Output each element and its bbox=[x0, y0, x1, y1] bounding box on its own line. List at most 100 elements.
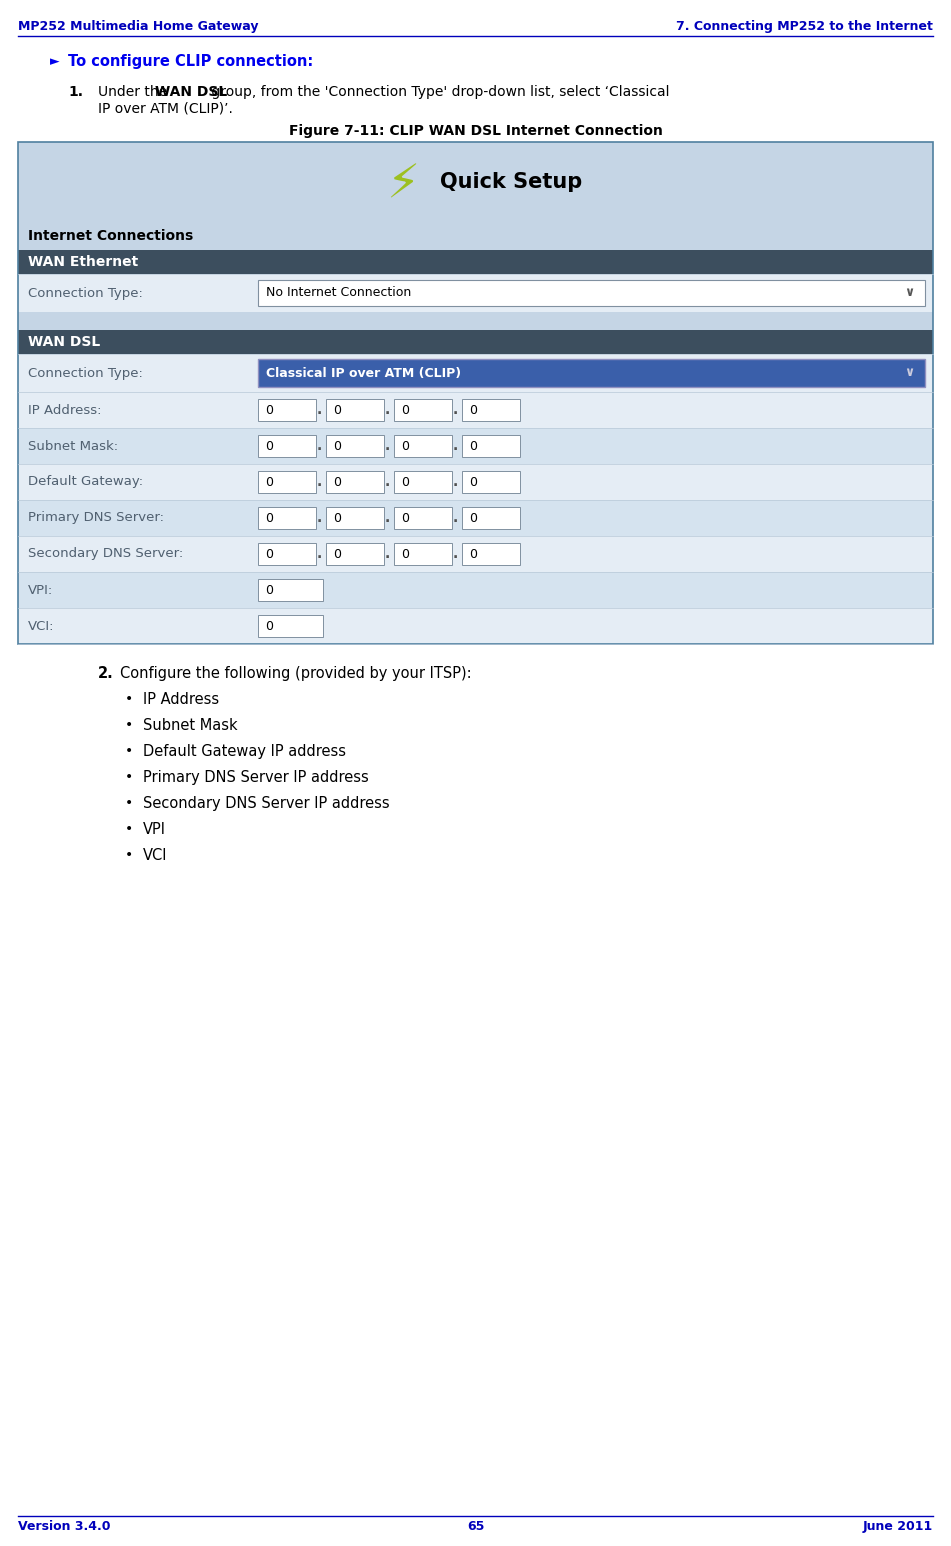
Text: 0: 0 bbox=[469, 547, 477, 561]
Text: Primary DNS Server IP address: Primary DNS Server IP address bbox=[143, 770, 369, 785]
Text: 0: 0 bbox=[333, 439, 341, 453]
Text: VCI: VCI bbox=[143, 849, 167, 863]
FancyBboxPatch shape bbox=[394, 472, 452, 493]
Text: Secondary DNS Server:: Secondary DNS Server: bbox=[28, 547, 184, 561]
Text: .: . bbox=[317, 512, 322, 526]
FancyBboxPatch shape bbox=[394, 434, 452, 458]
Text: Subnet Mask: Subnet Mask bbox=[143, 717, 238, 733]
FancyBboxPatch shape bbox=[326, 399, 384, 421]
Text: June 2011: June 2011 bbox=[863, 1520, 933, 1534]
FancyBboxPatch shape bbox=[462, 543, 520, 564]
Text: ∨: ∨ bbox=[904, 366, 914, 379]
Text: .: . bbox=[385, 404, 390, 417]
Text: 0: 0 bbox=[265, 583, 273, 597]
Text: 0: 0 bbox=[401, 476, 409, 489]
Text: MP252 Multimedia Home Gateway: MP252 Multimedia Home Gateway bbox=[18, 20, 259, 32]
Text: .: . bbox=[453, 404, 458, 417]
Text: 0: 0 bbox=[401, 512, 409, 524]
Text: Primary DNS Server:: Primary DNS Server: bbox=[28, 512, 164, 524]
FancyBboxPatch shape bbox=[18, 464, 933, 499]
Text: 0: 0 bbox=[333, 547, 341, 561]
Text: Under the: Under the bbox=[98, 85, 171, 99]
Text: 0: 0 bbox=[333, 512, 341, 524]
FancyBboxPatch shape bbox=[258, 507, 316, 529]
FancyBboxPatch shape bbox=[258, 472, 316, 493]
Text: •: • bbox=[125, 717, 133, 731]
Text: 0: 0 bbox=[469, 476, 477, 489]
FancyBboxPatch shape bbox=[462, 399, 520, 421]
Text: .: . bbox=[453, 439, 458, 453]
Text: .: . bbox=[385, 439, 390, 453]
Text: VPI:: VPI: bbox=[28, 583, 53, 597]
FancyBboxPatch shape bbox=[326, 434, 384, 458]
FancyBboxPatch shape bbox=[18, 250, 933, 274]
Text: •: • bbox=[125, 693, 133, 707]
Text: .: . bbox=[453, 475, 458, 489]
Text: .: . bbox=[317, 475, 322, 489]
FancyBboxPatch shape bbox=[394, 507, 452, 529]
Text: .: . bbox=[385, 475, 390, 489]
Text: 0: 0 bbox=[265, 512, 273, 524]
Text: .: . bbox=[317, 404, 322, 417]
Text: WAN DSL: WAN DSL bbox=[28, 335, 100, 349]
Text: group, from the 'Connection Type' drop-down list, select ‘Classical: group, from the 'Connection Type' drop-d… bbox=[207, 85, 670, 99]
Text: Quick Setup: Quick Setup bbox=[440, 172, 583, 192]
FancyBboxPatch shape bbox=[462, 472, 520, 493]
Text: •: • bbox=[125, 849, 133, 863]
Text: .: . bbox=[317, 439, 322, 453]
FancyBboxPatch shape bbox=[18, 393, 933, 428]
FancyBboxPatch shape bbox=[258, 543, 316, 564]
Text: 0: 0 bbox=[401, 439, 409, 453]
FancyBboxPatch shape bbox=[326, 543, 384, 564]
Text: 0: 0 bbox=[265, 476, 273, 489]
Text: VCI:: VCI: bbox=[28, 620, 54, 632]
FancyBboxPatch shape bbox=[258, 580, 323, 601]
Text: WAN DSL: WAN DSL bbox=[155, 85, 227, 99]
Text: .: . bbox=[453, 547, 458, 561]
Text: Version 3.4.0: Version 3.4.0 bbox=[18, 1520, 110, 1534]
Text: Default Gateway IP address: Default Gateway IP address bbox=[143, 744, 346, 759]
FancyBboxPatch shape bbox=[326, 472, 384, 493]
Text: Internet Connections: Internet Connections bbox=[28, 229, 193, 243]
Text: 0: 0 bbox=[401, 547, 409, 561]
FancyBboxPatch shape bbox=[18, 536, 933, 572]
FancyBboxPatch shape bbox=[18, 608, 933, 645]
Text: 0: 0 bbox=[469, 512, 477, 524]
Text: IP Address:: IP Address: bbox=[28, 404, 102, 416]
Text: 0: 0 bbox=[469, 439, 477, 453]
Text: .: . bbox=[317, 547, 322, 561]
Text: No Internet Connection: No Internet Connection bbox=[266, 286, 411, 300]
Text: 0: 0 bbox=[265, 439, 273, 453]
Text: ►: ► bbox=[50, 56, 60, 68]
FancyBboxPatch shape bbox=[258, 615, 323, 637]
Text: Secondary DNS Server IP address: Secondary DNS Server IP address bbox=[143, 796, 390, 812]
Text: Configure the following (provided by your ITSP):: Configure the following (provided by you… bbox=[120, 666, 472, 680]
Text: Default Gateway:: Default Gateway: bbox=[28, 476, 143, 489]
Text: 0: 0 bbox=[265, 547, 273, 561]
Text: 2.: 2. bbox=[98, 666, 114, 680]
Text: 0: 0 bbox=[333, 476, 341, 489]
Text: Classical IP over ATM (CLIP): Classical IP over ATM (CLIP) bbox=[266, 366, 461, 379]
FancyBboxPatch shape bbox=[18, 499, 933, 536]
Text: WAN Ethernet: WAN Ethernet bbox=[28, 255, 138, 269]
Text: Connection Type:: Connection Type: bbox=[28, 366, 143, 379]
Text: 0: 0 bbox=[333, 404, 341, 416]
Text: IP Address: IP Address bbox=[143, 693, 219, 707]
Text: 0: 0 bbox=[265, 404, 273, 416]
FancyBboxPatch shape bbox=[394, 543, 452, 564]
FancyBboxPatch shape bbox=[18, 572, 933, 608]
FancyBboxPatch shape bbox=[18, 428, 933, 464]
Text: •: • bbox=[125, 822, 133, 836]
FancyBboxPatch shape bbox=[258, 434, 316, 458]
FancyBboxPatch shape bbox=[326, 507, 384, 529]
FancyBboxPatch shape bbox=[18, 142, 933, 223]
Text: 65: 65 bbox=[467, 1520, 484, 1534]
FancyBboxPatch shape bbox=[394, 399, 452, 421]
Text: 7. Connecting MP252 to the Internet: 7. Connecting MP252 to the Internet bbox=[676, 20, 933, 32]
Text: .: . bbox=[453, 512, 458, 526]
Text: 0: 0 bbox=[265, 620, 273, 632]
Text: IP over ATM (CLIP)’.: IP over ATM (CLIP)’. bbox=[98, 102, 233, 116]
Text: .: . bbox=[385, 512, 390, 526]
Text: 0: 0 bbox=[401, 404, 409, 416]
FancyBboxPatch shape bbox=[258, 359, 925, 386]
